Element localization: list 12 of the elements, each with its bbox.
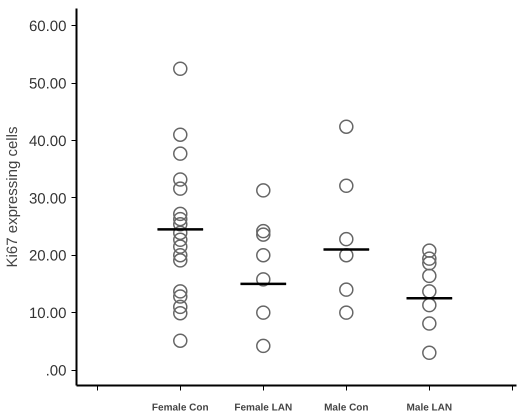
x-tick-label: Male Con: [324, 402, 369, 414]
x-tick-label: Male LAN: [406, 402, 452, 414]
y-tick-label: .00: [46, 362, 67, 380]
y-tick-label: 50.00: [28, 76, 67, 93]
y-tick-label: 40.00: [28, 132, 67, 150]
y-tick-label: 30.00: [28, 190, 67, 208]
y-tick-label: 60.00: [28, 18, 67, 36]
x-tick-label: Female LAN: [234, 402, 292, 414]
y-tick-label: 20.00: [28, 248, 67, 265]
x-tick-label: Female Con: [152, 402, 209, 414]
y-tick-label: 10.00: [28, 305, 67, 322]
y-axis-title: Ki67 expressing cells: [4, 126, 21, 268]
